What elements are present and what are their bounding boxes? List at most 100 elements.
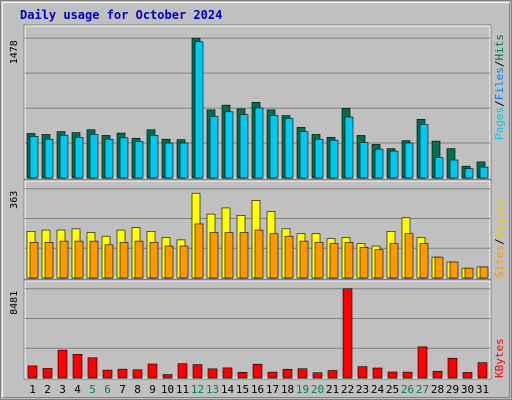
y-max-label: 1478	[9, 40, 20, 64]
x-tick-label-day-15: 15	[236, 383, 249, 396]
bar-files-day-17	[269, 115, 279, 179]
bar-sites-day-17	[269, 233, 279, 279]
x-tick-label-day-29: 29	[446, 383, 459, 396]
bar-kbytes-day-2	[42, 368, 53, 379]
legend-sites: Sites	[493, 245, 506, 278]
bar-kbytes-day-12	[192, 364, 203, 379]
x-tick-label-day-16: 16	[251, 383, 264, 396]
legend-kbytes: KBytes	[493, 338, 506, 378]
bar-files-day-15	[239, 114, 249, 179]
legend-visits: Visits	[493, 199, 506, 239]
bar-kbytes-day-23	[357, 366, 368, 379]
bar-kbytes-day-4	[72, 354, 83, 379]
x-tick-label-day-22: 22	[341, 383, 354, 396]
bar-sites-day-2	[44, 242, 54, 279]
bar-files-day-19	[299, 131, 309, 179]
bar-files-day-24	[374, 148, 384, 179]
chart-title: Daily usage for October 2024	[20, 8, 223, 22]
bar-files-day-26	[404, 142, 414, 179]
bar-files-day-14	[224, 111, 234, 179]
x-tick-label-day-3: 3	[59, 383, 66, 396]
bar-sites-day-11	[179, 245, 189, 279]
bar-kbytes-day-17	[267, 371, 278, 379]
bar-kbytes-day-27	[417, 346, 428, 379]
bar-kbytes-day-26	[402, 371, 413, 379]
bar-sites-day-4	[74, 240, 84, 279]
bar-kbytes-day-28	[432, 370, 443, 379]
bar-files-day-2	[44, 138, 54, 179]
x-tick-label-day-27: 27	[416, 383, 429, 396]
bar-files-day-22	[344, 116, 354, 179]
bar-kbytes-day-29	[447, 357, 458, 379]
legend: Pages/Files/Hits	[493, 34, 506, 140]
x-axis-labels: 1 2 3 4 5 6 7 8 9 10 11 12 13 14 15 16 17 18 19 20 21 22 23 24 2…	[29, 383, 489, 396]
x-tick-label-day-25: 25	[386, 383, 399, 396]
chart-panels: 1478 363 8481	[9, 24, 492, 380]
bar-kbytes-day-21	[327, 370, 338, 379]
x-tick-label-day-13: 13	[206, 383, 219, 396]
bar-kbytes-day-9	[147, 363, 158, 379]
x-tick-label-day-24: 24	[371, 383, 385, 396]
panel-kbytes: 8481	[9, 279, 492, 380]
legends: Pages/Files/Hits Sites/Visits KBytes	[493, 34, 506, 378]
bar-kbytes-day-25	[387, 371, 398, 379]
x-tick-label-day-30: 30	[461, 383, 474, 396]
bar-files-day-12	[194, 41, 204, 179]
bar-files-day-23	[359, 142, 369, 179]
bar-files-day-5	[89, 134, 99, 179]
bar-kbytes-day-18	[282, 368, 293, 379]
x-tick-label-day-1: 1	[29, 383, 36, 396]
bar-files-day-20	[314, 138, 324, 179]
bar-kbytes-day-19	[297, 368, 308, 379]
x-tick-label-day-12: 12	[191, 383, 204, 396]
bar-sites-day-24	[374, 249, 384, 279]
x-tick-label-day-7: 7	[119, 383, 126, 396]
bar-sites-day-18	[284, 235, 294, 279]
bar-sites-day-20	[314, 242, 324, 279]
bar-kbytes-day-6	[102, 369, 113, 379]
x-tick-label-day-20: 20	[311, 383, 324, 396]
x-tick-label-day-2: 2	[44, 383, 51, 396]
bar-sites-day-9	[149, 242, 159, 279]
bar-files-day-30	[464, 168, 474, 179]
bar-files-day-18	[284, 118, 294, 179]
bar-sites-day-6	[104, 244, 114, 279]
panel-border	[23, 24, 492, 180]
bar-files-day-1	[29, 136, 39, 179]
bar-sites-day-10	[164, 245, 174, 279]
panel-border	[23, 279, 492, 380]
legend-hits: Hits	[493, 34, 506, 61]
legend: KBytes	[493, 338, 506, 378]
bar-sites-day-15	[239, 232, 249, 279]
bar-sites-day-19	[299, 240, 309, 279]
bar-kbytes-day-31	[477, 362, 488, 379]
bar-files-day-21	[329, 139, 339, 179]
y-max-label: 8481	[9, 291, 20, 315]
x-tick-label-day-4: 4	[74, 383, 81, 396]
bar-kbytes-day-22	[342, 288, 353, 379]
bar-kbytes-day-24	[372, 367, 383, 379]
x-tick-label-day-8: 8	[134, 383, 141, 396]
x-tick-label-day-6: 6	[104, 383, 111, 396]
bar-files-day-27	[419, 124, 429, 179]
bar-sites-day-12	[194, 223, 204, 279]
x-tick-label-day-9: 9	[149, 383, 156, 396]
panel-visits: 363	[9, 179, 492, 280]
bar-files-day-16	[254, 107, 264, 179]
bar-files-day-6	[104, 138, 114, 179]
bar-sites-day-1	[29, 242, 39, 279]
bar-sites-day-31	[479, 266, 489, 279]
bar-kbytes-day-13	[207, 368, 218, 379]
bar-sites-day-30	[464, 267, 474, 279]
bar-kbytes-day-1	[27, 365, 38, 379]
bar-sites-day-3	[59, 240, 69, 279]
bar-kbytes-day-5	[87, 357, 98, 379]
bar-files-day-4	[74, 137, 84, 179]
bar-sites-day-13	[209, 232, 219, 279]
x-tick-label-day-10: 10	[161, 383, 174, 396]
bar-kbytes-day-3	[57, 349, 68, 379]
bar-sites-day-22	[344, 242, 354, 279]
bar-files-day-28	[434, 157, 444, 179]
bar-files-day-11	[179, 142, 189, 179]
